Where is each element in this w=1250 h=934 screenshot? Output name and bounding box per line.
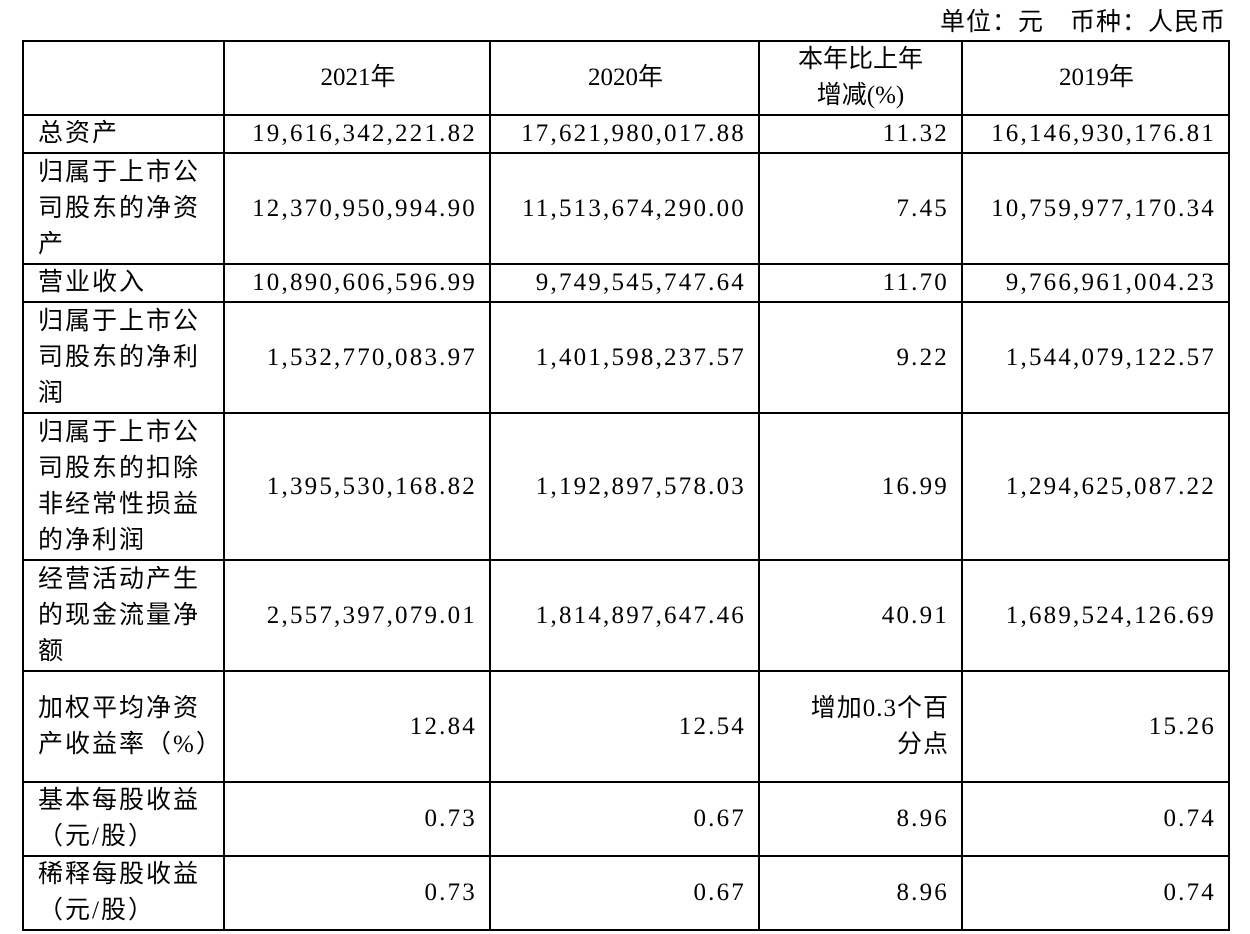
table-row: 总资产 19,616,342,221.82 17,621,980,017.88 11.… xyxy=(22,114,1230,154)
cell: 1,689,524,126.69 xyxy=(961,559,1230,672)
cell: 1,814,897,647.46 xyxy=(489,559,760,672)
row-label: 经营活动产生的现金流量净额 xyxy=(22,559,225,672)
row-label: 归属于上市公司股东的扣除非经常性损益的净利润 xyxy=(22,412,225,561)
cell: 16.99 xyxy=(758,412,963,561)
row-label: 营业收入 xyxy=(22,263,225,303)
cell: 1,294,625,087.22 xyxy=(961,412,1230,561)
cell: 16,146,930,176.81 xyxy=(961,114,1230,154)
row-label: 基本每股收益（元/股） xyxy=(22,781,225,857)
row-label: 总资产 xyxy=(22,114,225,154)
column-header: 本年比上年增减(%) xyxy=(758,40,963,116)
cell: 11.70 xyxy=(758,263,963,303)
cell: 1,532,770,083.97 xyxy=(223,301,491,414)
cell: 0.73 xyxy=(223,781,491,857)
cell: 10,759,977,170.34 xyxy=(961,152,1230,265)
cell: 11.32 xyxy=(758,114,963,154)
cell: 1,401,598,237.57 xyxy=(489,301,760,414)
cell: 2,557,397,079.01 xyxy=(223,559,491,672)
row-label: 稀释每股收益（元/股） xyxy=(22,855,225,931)
cell: 12.54 xyxy=(489,670,760,783)
header-row: 2021年 2020年 本年比上年增减(%) 2019年 xyxy=(22,40,1230,116)
table-row: 归属于上市公司股东的净利润 1,532,770,083.97 1,401,598,2… xyxy=(22,301,1230,414)
cell: 0.74 xyxy=(961,781,1230,857)
cell: 12.84 xyxy=(223,670,491,783)
financial-table: 2021年 2020年 本年比上年增减(%) 2019年 总资产 19,616,342,2… xyxy=(22,40,1230,931)
column-header xyxy=(22,40,225,116)
cell: 11,513,674,290.00 xyxy=(489,152,760,265)
cell: 8.96 xyxy=(758,855,963,931)
row-label: 归属于上市公司股东的净利润 xyxy=(22,301,225,414)
cell: 增加0.3个百分点 xyxy=(758,670,963,783)
cell: 19,616,342,221.82 xyxy=(223,114,491,154)
cell: 10,890,606,596.99 xyxy=(223,263,491,303)
unit-note: 单位：元 币种：人民币 xyxy=(939,9,1226,36)
column-header: 2019年 xyxy=(961,40,1230,116)
cell: 1,192,897,578.03 xyxy=(489,412,760,561)
cell: 8.96 xyxy=(758,781,963,857)
column-header: 2020年 xyxy=(489,40,760,116)
cell: 0.73 xyxy=(223,855,491,931)
table-row: 经营活动产生的现金流量净额 2,557,397,079.01 1,814,897,6… xyxy=(22,559,1230,672)
table-row: 基本每股收益（元/股） 0.73 0.67 8.96 0.74 xyxy=(22,781,1230,857)
cell: 0.67 xyxy=(489,855,760,931)
cell: 0.67 xyxy=(489,781,760,857)
table-row: 归属于上市公司股东的净资产 12,370,950,994.90 11,513,674… xyxy=(22,152,1230,265)
cell: 40.91 xyxy=(758,559,963,672)
cell: 9.22 xyxy=(758,301,963,414)
row-label: 加权平均净资产收益率（%） xyxy=(22,670,225,783)
table-row: 加权平均净资产收益率（%） 12.84 12.54 增加0.3个百分点 15.26 xyxy=(22,670,1230,783)
column-header: 2021年 xyxy=(223,40,491,116)
cell: 0.74 xyxy=(961,855,1230,931)
cell: 12,370,950,994.90 xyxy=(223,152,491,265)
cell: 1,544,079,122.57 xyxy=(961,301,1230,414)
cell: 9,749,545,747.64 xyxy=(489,263,760,303)
cell: 7.45 xyxy=(758,152,963,265)
table-row: 营业收入 10,890,606,596.99 9,749,545,747.64 11.… xyxy=(22,263,1230,303)
cell: 15.26 xyxy=(961,670,1230,783)
cell: 1,395,530,168.82 xyxy=(223,412,491,561)
row-label: 归属于上市公司股东的净资产 xyxy=(22,152,225,265)
table-row: 归属于上市公司股东的扣除非经常性损益的净利润 1,395,530,168.82 1,… xyxy=(22,412,1230,561)
table-row: 稀释每股收益（元/股） 0.73 0.67 8.96 0.74 xyxy=(22,855,1230,931)
cell: 17,621,980,017.88 xyxy=(489,114,760,154)
cell: 9,766,961,004.23 xyxy=(961,263,1230,303)
